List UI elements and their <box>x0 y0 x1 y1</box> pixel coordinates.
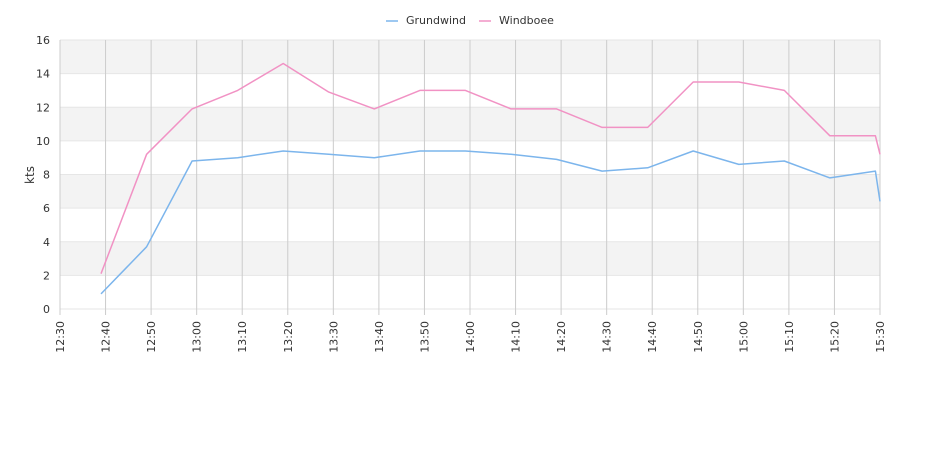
legend: Grundwind Windboee <box>386 14 554 27</box>
x-tick-label: 15:10 <box>783 321 796 353</box>
x-tick-label: 12:50 <box>145 321 158 353</box>
y-axis-title: kts <box>23 166 37 184</box>
series-lines <box>100 62 881 295</box>
x-tick-label: 13:00 <box>191 321 204 353</box>
series-line-grundwind <box>100 150 881 295</box>
x-tick-label: 13:40 <box>373 321 386 353</box>
x-tick-label: 14:50 <box>692 321 705 353</box>
x-tick-label: 14:00 <box>464 321 477 353</box>
x-tick-label: 14:10 <box>510 321 523 353</box>
y-tick-label: 6 <box>43 202 50 215</box>
y-tick-label: 16 <box>36 34 50 47</box>
x-tick-label: 14:40 <box>646 321 659 353</box>
x-tick-label: 13:50 <box>418 321 431 353</box>
y-tick-label: 0 <box>43 303 50 316</box>
y-tick-label: 2 <box>43 269 50 282</box>
x-tick-label: 12:40 <box>100 321 113 353</box>
x-tick-label: 15:00 <box>737 321 750 353</box>
vertical-gridlines <box>59 40 881 315</box>
legend-item-grundwind[interactable]: Grundwind <box>386 14 466 27</box>
y-axis-tick-labels: 0 2 4 6 8 10 12 14 16 <box>36 34 50 316</box>
legend-label: Windboee <box>499 14 554 27</box>
x-tick-label: 12:30 <box>54 321 67 353</box>
legend-item-windboee[interactable]: Windboee <box>479 14 554 27</box>
y-tick-label: 4 <box>43 236 50 249</box>
series-line-windboee <box>100 62 881 274</box>
x-tick-label: 15:20 <box>828 321 841 353</box>
legend-label: Grundwind <box>406 14 466 27</box>
x-tick-label: 13:10 <box>236 321 249 353</box>
y-tick-label: 12 <box>36 101 50 114</box>
y-tick-label: 14 <box>36 68 50 81</box>
y-tick-label: 10 <box>36 135 50 148</box>
x-tick-label: 13:30 <box>327 321 340 353</box>
x-tick-label: 15:30 <box>874 321 887 353</box>
x-tick-label: 14:30 <box>601 321 614 353</box>
y-tick-label: 8 <box>43 169 50 182</box>
x-tick-label: 14:20 <box>555 321 568 353</box>
x-tick-label: 13:20 <box>282 321 295 353</box>
x-axis-tick-labels: 12:30 12:40 12:50 13:00 13:10 13:20 13:30 13:40… <box>54 321 887 353</box>
